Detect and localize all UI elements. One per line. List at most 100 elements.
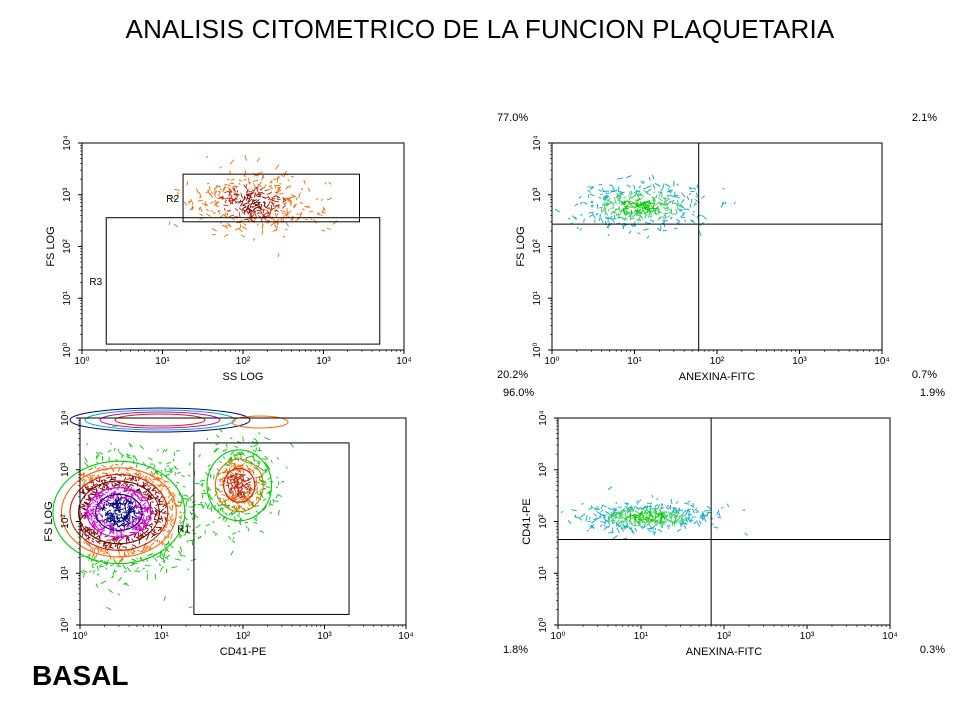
event-mark (154, 509, 158, 513)
event-mark (103, 483, 107, 486)
event-mark (658, 191, 663, 193)
event-mark (138, 512, 142, 516)
event-mark (125, 483, 129, 488)
event-mark (273, 220, 277, 225)
event-mark (114, 544, 117, 548)
event-mark (246, 487, 249, 490)
event-mark (585, 515, 588, 522)
event-mark (137, 549, 140, 552)
event-mark (179, 519, 181, 523)
event-mark (214, 202, 218, 205)
event-mark (131, 521, 133, 525)
event-mark (606, 226, 610, 229)
event-mark (116, 517, 119, 521)
event-mark (636, 502, 639, 505)
event-mark (650, 514, 655, 518)
event-mark (127, 500, 131, 506)
event-mark (138, 539, 141, 545)
event-mark (680, 515, 685, 519)
event-mark (696, 184, 699, 189)
event-mark (229, 494, 235, 499)
event-mark (231, 478, 235, 481)
event-mark (655, 506, 660, 511)
event-mark (662, 220, 669, 222)
event-mark (685, 519, 688, 523)
event-mark (632, 505, 636, 512)
event-mark (113, 447, 116, 451)
y-tick-label: 10³ (62, 187, 73, 202)
event-mark (111, 505, 117, 509)
event-mark (244, 154, 247, 161)
event-mark (87, 512, 93, 515)
event-mark (699, 514, 703, 516)
event-mark (231, 532, 237, 535)
event-mark (634, 510, 640, 514)
event-mark (223, 204, 229, 207)
event-mark (604, 521, 607, 525)
event-mark (637, 193, 642, 197)
event-mark (118, 511, 122, 514)
event-mark (694, 507, 698, 511)
event-mark (560, 511, 564, 513)
event-mark (80, 523, 84, 529)
event-mark (231, 504, 236, 509)
event-mark (718, 512, 721, 517)
event-mark (84, 527, 89, 534)
event-mark (131, 558, 137, 561)
event-mark (84, 479, 87, 483)
event-mark (685, 517, 688, 522)
event-mark (105, 545, 108, 552)
event-mark (263, 505, 267, 511)
event-mark (164, 554, 171, 559)
event-mark (256, 157, 260, 162)
event-mark (629, 520, 633, 524)
event-mark (153, 531, 157, 534)
event-mark (166, 529, 171, 533)
event-mark (209, 201, 214, 204)
event-mark (275, 494, 279, 499)
event-mark (681, 192, 686, 198)
event-mark (617, 512, 622, 515)
event-mark (598, 197, 602, 199)
event-mark (246, 490, 251, 494)
event-mark (586, 529, 590, 532)
event-mark (234, 516, 237, 523)
event-mark (691, 517, 693, 520)
event-mark (721, 201, 724, 205)
event-mark (183, 201, 188, 206)
event-mark (173, 223, 179, 228)
event-mark (120, 454, 125, 459)
event-mark (157, 499, 161, 502)
event-mark (146, 506, 151, 511)
event-mark (248, 199, 251, 203)
event-mark (105, 563, 109, 567)
event-mark (167, 470, 173, 473)
event-mark (190, 199, 194, 205)
event-mark (188, 462, 191, 466)
event-mark (88, 477, 93, 482)
event-mark (123, 523, 127, 527)
event-mark (176, 505, 179, 508)
event-mark (574, 514, 577, 518)
event-mark (154, 506, 159, 512)
event-mark (602, 505, 607, 508)
x-tick-label: 10¹ (634, 631, 649, 642)
event-mark (128, 512, 131, 517)
event-mark (217, 210, 221, 213)
event-mark (106, 472, 109, 476)
event-mark (679, 522, 683, 525)
event-mark (102, 505, 105, 510)
event-mark (690, 219, 696, 224)
y-tick-label: 10⁰ (538, 617, 549, 632)
event-mark (141, 502, 147, 507)
x-axis-label: ANEXINA-FITC (679, 371, 755, 383)
event-mark (212, 520, 215, 524)
event-mark (660, 502, 663, 506)
event-mark (232, 475, 237, 480)
contour-line (99, 411, 221, 429)
event-mark (226, 492, 229, 497)
event-mark (637, 214, 642, 217)
event-mark (643, 509, 647, 514)
event-mark (665, 504, 669, 508)
